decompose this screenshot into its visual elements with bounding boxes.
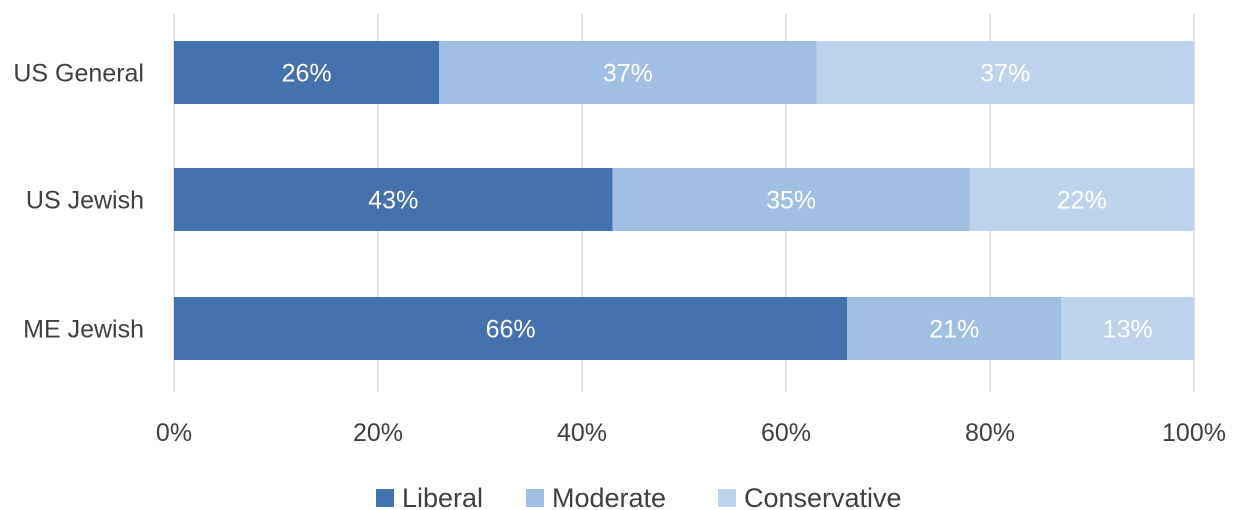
data-label: 66% [486,316,536,344]
x-tick-label: 60% [761,419,811,447]
data-label: 21% [929,316,979,344]
legend-label: Conservative [744,483,902,510]
bar-segment-moderate [439,41,817,104]
x-tick-label: 80% [965,419,1015,447]
legend-label: Moderate [552,483,666,510]
data-label: 22% [1057,187,1107,215]
x-tick-label: 100% [1162,419,1226,447]
legend: Liberal Moderate Conservative [376,483,902,510]
legend-swatch [526,489,544,507]
x-axis-ticks: 0% 20% 40% 60% 80% 100% [156,419,1226,447]
bar-segment-conservative [816,41,1194,104]
data-label: 37% [980,60,1030,88]
data-label: 13% [1103,316,1153,344]
legend-label: Liberal [402,483,483,510]
x-tick-label: 40% [557,419,607,447]
legend-swatch [718,489,736,507]
data-label: 26% [282,60,332,88]
data-label: 43% [368,187,418,215]
bar-segment-liberal [174,297,848,360]
bar-segment-moderate [612,168,970,231]
legend-swatch [376,489,394,507]
bar-segment-conservative [969,168,1194,231]
data-label: 35% [766,187,816,215]
category-label: US General [13,60,144,88]
category-label: ME Jewish [23,316,144,344]
x-tick-label: 20% [353,419,403,447]
x-tick-label: 0% [156,419,192,447]
bar-segment-moderate [847,297,1062,360]
bar-segment-liberal [174,41,440,104]
bar-segment-conservative [1061,297,1194,360]
bars: 26% 37% 37% 43% 35% 22% 66% 21% 13% [174,41,1194,360]
category-label: US Jewish [26,187,144,215]
data-label: 37% [603,60,653,88]
bar-segment-liberal [174,168,613,231]
category-labels: US General US Jewish ME Jewish [13,60,144,344]
